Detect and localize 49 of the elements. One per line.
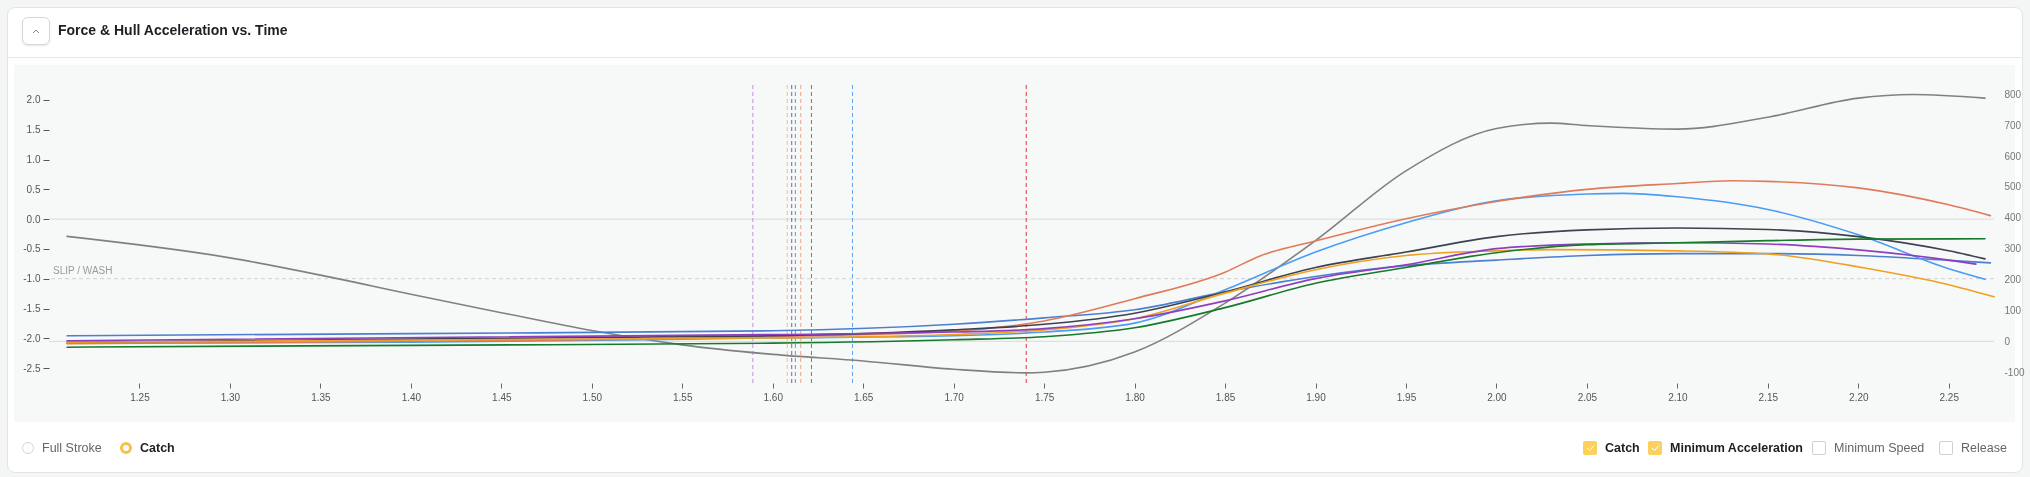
- x-tick-label: 1.85: [1215, 391, 1236, 403]
- y-tick-label: -1.0: [23, 273, 41, 285]
- x-tick-label: 1.45: [492, 391, 512, 403]
- text: Release: [1961, 441, 2007, 455]
- ref-line-label: SLIP / WASH: [53, 264, 113, 276]
- y-tick-label: -0.5: [23, 243, 41, 255]
- x-tick-label: 1.75: [1034, 391, 1055, 403]
- x-tick-label: 1.25: [130, 391, 151, 403]
- text: Catch: [1605, 441, 1640, 455]
- y-tick-label: -1.5: [23, 303, 41, 314]
- y-tick-label: 1.5: [26, 124, 41, 136]
- text: Minimum Speed: [1834, 441, 1925, 455]
- y2-tick-label: -100: [2004, 366, 2025, 378]
- y-tick-label: 1.0: [26, 154, 41, 165]
- text: Full Stroke: [42, 441, 102, 455]
- x-tick-label: 1.55: [673, 391, 693, 403]
- y2-tick-label: 200: [2004, 274, 2022, 286]
- x-tick-label: 1.30: [220, 391, 241, 403]
- x-tick-label: 1.35: [311, 391, 332, 403]
- y2-tick-label: 700: [2004, 119, 2022, 131]
- y-tick-label: -2.5: [23, 362, 41, 374]
- x-tick-label: 1.50: [582, 391, 603, 403]
- x-tick-label: 1.40: [401, 391, 422, 403]
- y-tick-label: 2.0: [26, 94, 41, 106]
- y2-tick-label: 0: [2004, 335, 2011, 347]
- x-tick-label: 1.65: [853, 391, 874, 403]
- x-tick-label: 2.05: [1577, 391, 1598, 403]
- y-tick-label: -2.0: [23, 332, 41, 344]
- x-tick-label: 1.80: [1125, 391, 1146, 403]
- y2-tick-label: 600: [2004, 150, 2022, 162]
- x-tick-label: 1.70: [944, 391, 965, 403]
- y2-tick-label: 400: [2004, 212, 2022, 224]
- x-tick-label: 1.90: [1306, 391, 1327, 403]
- y2-tick-label: 100: [2004, 304, 2022, 316]
- x-tick-label: 1.95: [1396, 391, 1417, 403]
- x-tick-label: 2.00: [1487, 391, 1508, 403]
- x-tick-label: 2.15: [1758, 391, 1779, 403]
- x-tick-label: 2.25: [1939, 391, 1960, 403]
- y-tick-label: 0.0: [26, 213, 41, 225]
- y2-tick-label: 300: [2004, 243, 2022, 255]
- y-tick-label: 0.5: [26, 183, 41, 195]
- x-tick-label: 2.10: [1668, 391, 1689, 403]
- text: Catch: [140, 441, 175, 455]
- chart-title: Force & Hull Acceleration vs. Time: [58, 22, 288, 38]
- y2-tick-label: 800: [2004, 88, 2022, 100]
- y2-tick-label: 500: [2004, 181, 2022, 193]
- text: Minimum Acceleration: [1670, 441, 1803, 455]
- x-tick-label: 1.60: [763, 391, 784, 403]
- x-tick-label: 2.20: [1849, 391, 1869, 403]
